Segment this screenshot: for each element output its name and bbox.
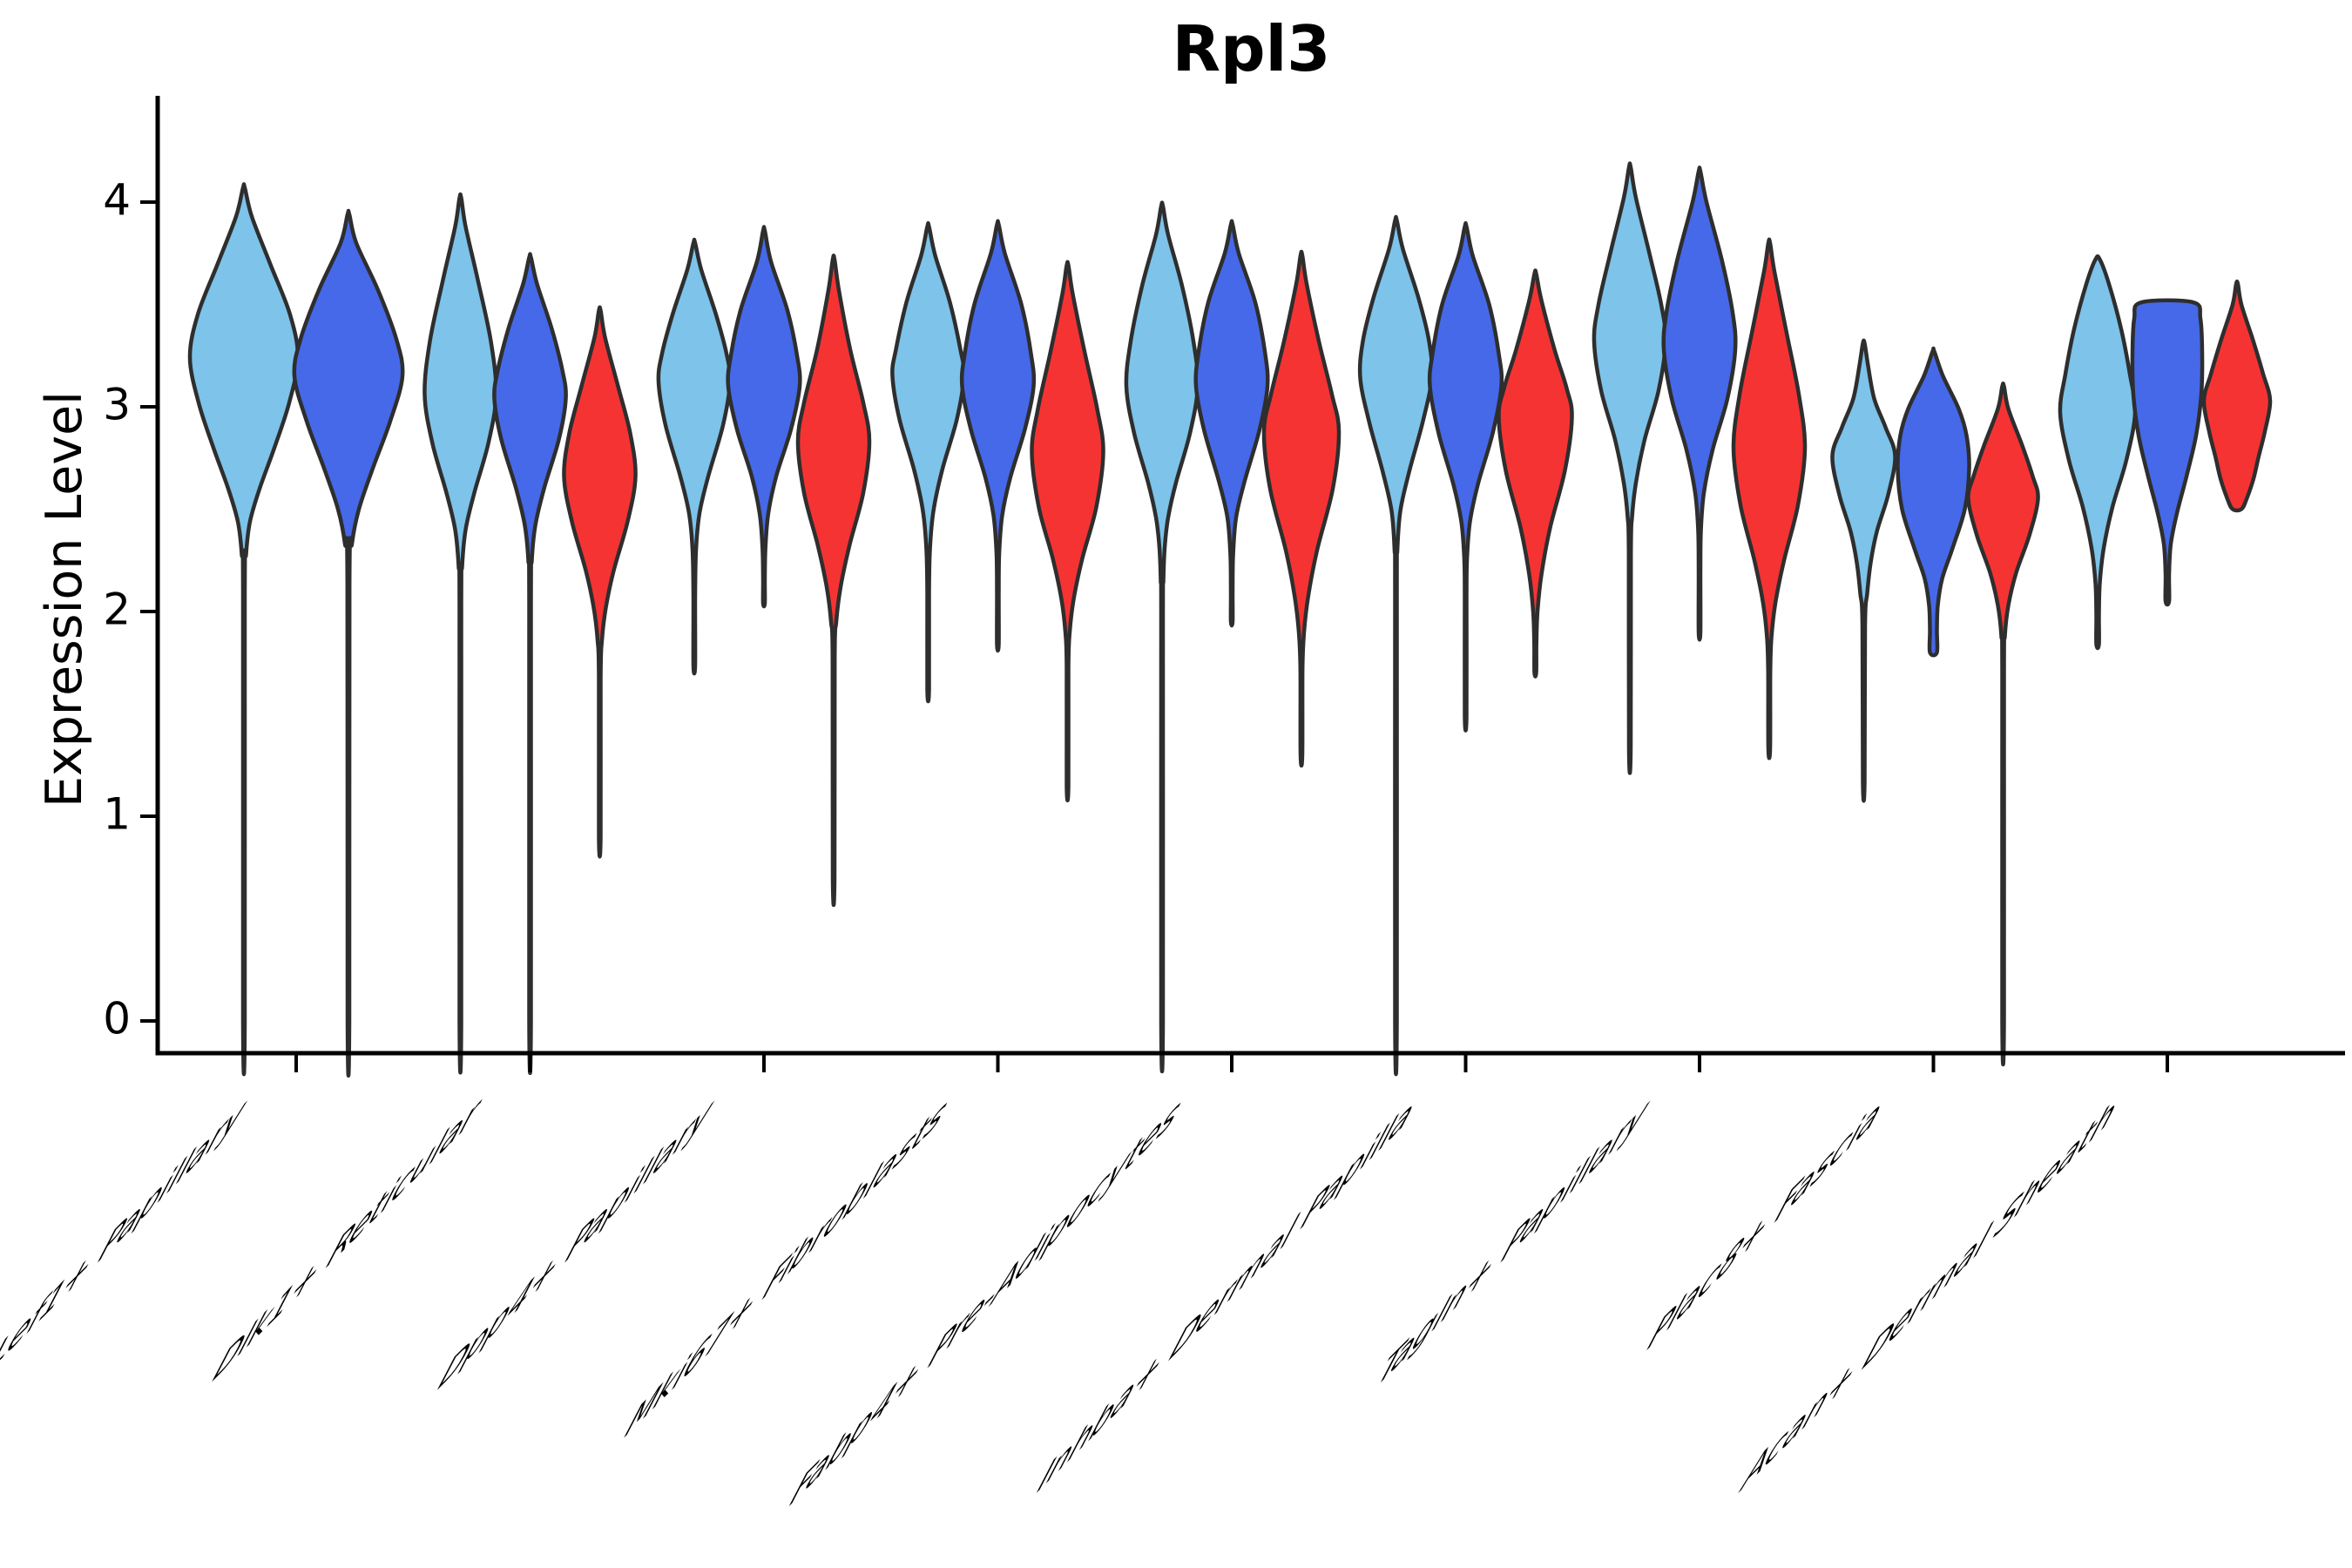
chart-title: Rpl3 bbox=[1172, 12, 1331, 85]
violin-5-series-2 bbox=[1193, 219, 1270, 628]
violin-9-series-2 bbox=[2130, 298, 2205, 607]
y-tick-label: 4 bbox=[103, 174, 131, 226]
violin-7-series-1 bbox=[1592, 161, 1668, 775]
violin-9-series-1 bbox=[2058, 254, 2138, 651]
violin-6-series-1 bbox=[1357, 214, 1435, 1077]
violin-2-series-2 bbox=[492, 252, 568, 1075]
violin-8-series-3 bbox=[1966, 382, 2040, 1067]
violin-6-series-3 bbox=[1497, 268, 1574, 679]
y-tick-label: 1 bbox=[103, 788, 131, 840]
violin-6-series-2 bbox=[1427, 220, 1504, 733]
y-tick-label: 3 bbox=[103, 379, 131, 430]
violin-2-series-1 bbox=[422, 192, 498, 1075]
y-axis-label: Expression Level bbox=[36, 391, 93, 808]
violin-5-series-3 bbox=[1261, 249, 1342, 768]
violin-2-series-3 bbox=[562, 305, 638, 859]
violin-3-series-3 bbox=[795, 253, 872, 908]
violin-5-series-1 bbox=[1124, 200, 1200, 1073]
violin-8-series-2 bbox=[1896, 346, 1971, 658]
violin-3-series-1 bbox=[656, 237, 733, 676]
violin-9-series-3 bbox=[2201, 279, 2273, 513]
violin-4-series-1 bbox=[890, 220, 966, 704]
y-tick-label: 0 bbox=[103, 993, 131, 1044]
violin-4-series-2 bbox=[959, 219, 1037, 653]
violin-8-series-1 bbox=[1830, 338, 1897, 803]
violin-1-series-1 bbox=[187, 182, 301, 1077]
violin-7-series-3 bbox=[1731, 237, 1808, 760]
violin-1-series-2 bbox=[292, 208, 405, 1078]
y-tick-label: 2 bbox=[103, 584, 131, 635]
violin-7-series-2 bbox=[1661, 166, 1738, 642]
violin-4-series-3 bbox=[1030, 260, 1105, 803]
violin-3-series-2 bbox=[726, 225, 802, 609]
